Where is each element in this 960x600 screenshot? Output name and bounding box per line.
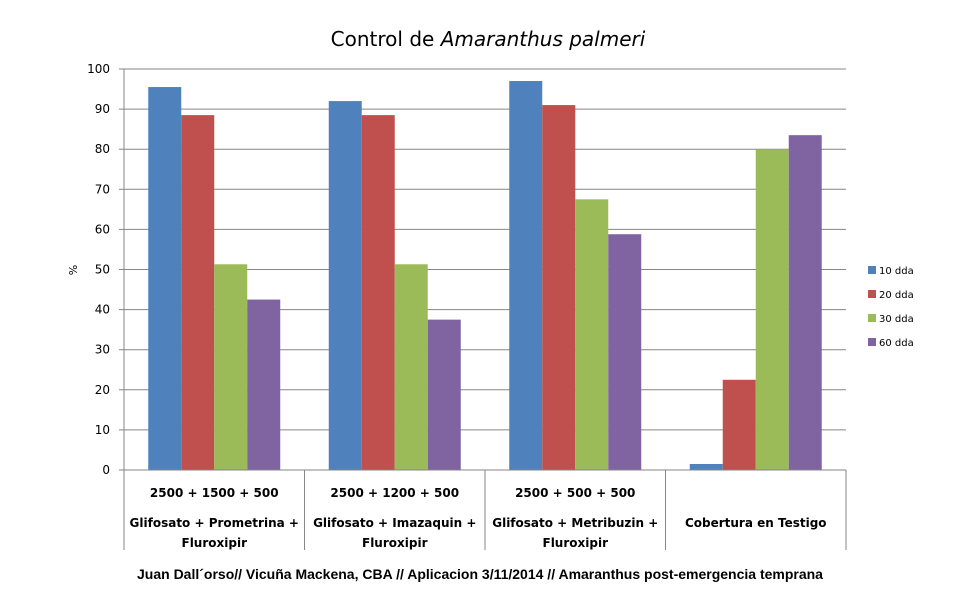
chart-title-emphasis: Amaranthus palmeri [439, 27, 646, 51]
y-tick-label: 90 [95, 102, 110, 116]
bar [181, 115, 215, 471]
bar [509, 81, 543, 470]
legend-swatch [868, 290, 876, 298]
y-tick-labels: 0 10 20 30 40 50 60 70 80 90 100 [87, 62, 110, 477]
category-name-label: Glifosato + Prometrina + [130, 516, 299, 530]
y-tick-label: 0 [102, 463, 110, 477]
category-dose-label: 2500 + 500 + 500 [515, 486, 635, 500]
legend-swatch [868, 266, 876, 274]
bar-chart: Control de Amaranthus palmeri 0 10 20 30 40 5… [67, 27, 914, 550]
category-name-label: Glifosato + Imazaquin + [313, 516, 476, 530]
bar [788, 135, 822, 471]
category-name-label: Cobertura en Testigo [685, 516, 827, 530]
bar [575, 199, 609, 470]
bars [148, 81, 822, 471]
legend-label: 30 dda [879, 314, 914, 325]
category-name-label: Fluroxipir [543, 536, 609, 550]
bar [214, 264, 248, 470]
y-tick-label: 40 [95, 303, 110, 317]
category-dose-label: 2500 + 1500 + 500 [150, 486, 279, 500]
y-tick-label: 80 [95, 142, 110, 156]
legend-label: 10 dda [879, 266, 914, 277]
bar [608, 234, 642, 470]
bar [148, 87, 182, 471]
y-tick-label: 10 [95, 423, 110, 437]
y-tick-label: 60 [95, 222, 110, 236]
chart-title-prefix: Control de [331, 27, 441, 51]
legend-swatch [868, 338, 876, 346]
bar [427, 319, 461, 470]
legend: 10 dda 20 dda 30 dda 60 dda [868, 266, 914, 349]
y-tick-label: 70 [95, 182, 110, 196]
y-tick-label: 50 [95, 263, 110, 277]
bar [328, 101, 362, 470]
y-tick-label: 30 [95, 343, 110, 357]
bar [722, 379, 756, 470]
bar [247, 299, 281, 470]
bar [542, 105, 576, 470]
legend-label: 60 dda [879, 338, 914, 349]
legend-label: 20 dda [879, 290, 914, 301]
y-tick-label: 20 [95, 383, 110, 397]
category-name-label: Glifosato + Metribuzin + [492, 516, 658, 530]
category-name-label: Fluroxipir [182, 536, 248, 550]
bar [361, 115, 395, 471]
legend-swatch [868, 314, 876, 322]
bar [394, 264, 428, 470]
footer-caption: Juan Dall´orso// Vicuña Mackena, CBA // … [137, 566, 823, 582]
y-axis-label: % [67, 265, 80, 275]
bar [755, 149, 789, 470]
chart-title: Control de Amaranthus palmeri [331, 27, 646, 51]
bar [689, 463, 723, 470]
category-dose-label: 2500 + 1200 + 500 [330, 486, 459, 500]
y-tick-label: 100 [87, 62, 110, 76]
category-name-label: Fluroxipir [362, 536, 428, 550]
category-table: 2500 + 1500 + 500 Glifosato + Prometrina … [123, 470, 847, 550]
